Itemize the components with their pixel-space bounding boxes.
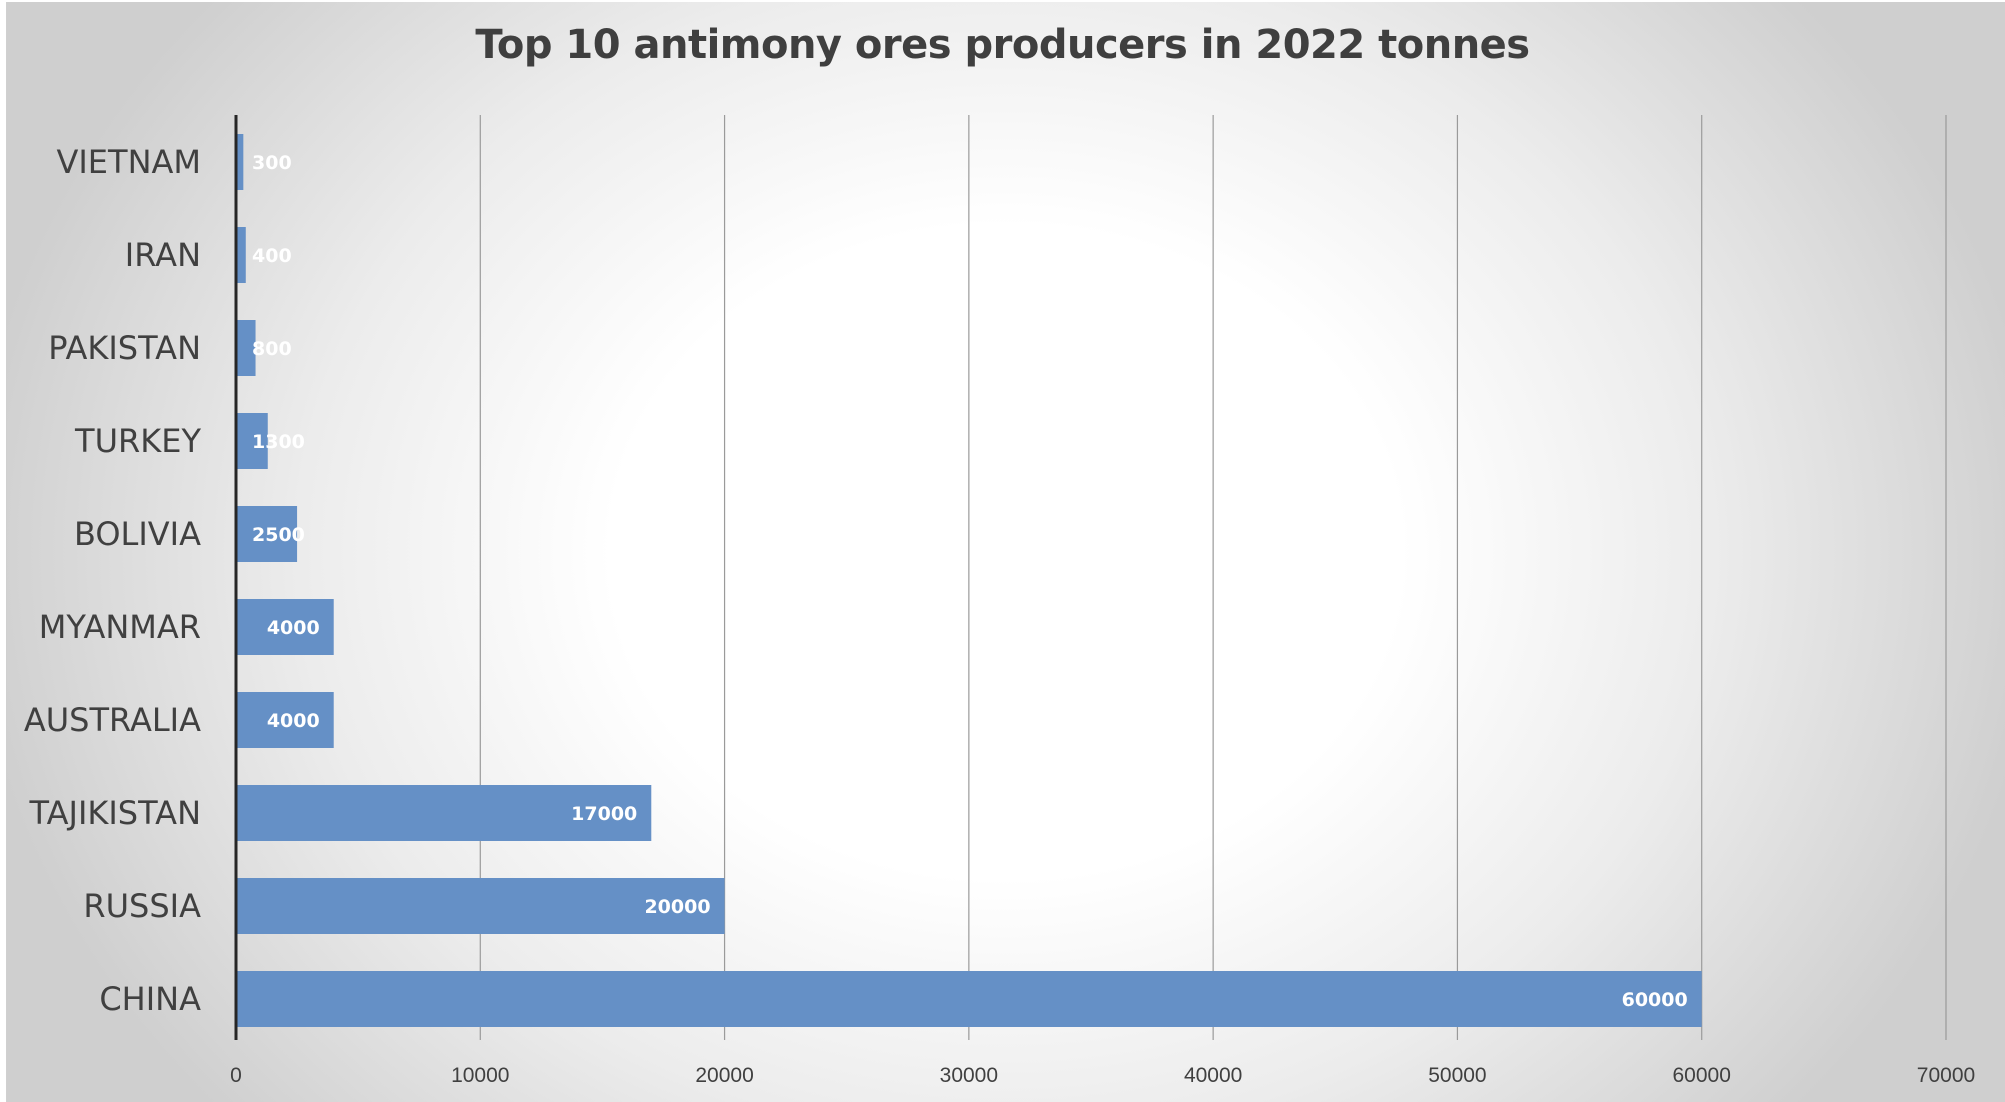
- bar: [236, 878, 725, 934]
- category-label: MYANMAR: [39, 608, 201, 646]
- labels: 0 10000 20000 30000 40000 50000 60000 70000 VIET…: [24, 143, 1975, 1087]
- data-label: 1300: [252, 431, 305, 453]
- x-tick-label: 10000: [451, 1064, 509, 1087]
- bar: [236, 692, 334, 748]
- data-label: 17000: [571, 803, 637, 825]
- bar: [236, 413, 268, 469]
- category-label: RUSSIA: [83, 887, 201, 925]
- data-label: 20000: [644, 896, 710, 918]
- x-tick-label: 40000: [1184, 1064, 1242, 1087]
- data-label: 4000: [267, 710, 320, 732]
- x-tick-label: 60000: [1673, 1064, 1731, 1087]
- bar: [236, 320, 256, 376]
- category-label: TURKEY: [74, 422, 201, 460]
- chart-title: Top 10 antimony ores producers in 2022 t…: [475, 22, 1530, 68]
- bar: [236, 506, 298, 562]
- x-tick-label: 0: [230, 1064, 242, 1087]
- data-label: 800: [252, 338, 292, 360]
- x-tick-label: 70000: [1917, 1064, 1975, 1087]
- category-label: VIETNAM: [56, 143, 201, 181]
- x-tick-label: 20000: [695, 1064, 753, 1087]
- data-label: 60000: [1622, 989, 1688, 1011]
- category-label: IRAN: [125, 236, 201, 274]
- data-label: 4000: [267, 617, 320, 639]
- data-label: 2500: [252, 524, 305, 546]
- x-tick-label: 30000: [940, 1064, 998, 1087]
- bar: [236, 134, 244, 190]
- bar: [236, 971, 1702, 1027]
- category-label: PAKISTAN: [48, 329, 201, 367]
- bar: [236, 227, 246, 283]
- bar: [236, 599, 334, 655]
- data-label: 400: [252, 245, 292, 267]
- bars: [236, 134, 1702, 1027]
- data-label: 300: [252, 152, 292, 174]
- category-label: CHINA: [99, 980, 201, 1018]
- bar: [236, 785, 652, 841]
- category-label: BOLIVIA: [74, 515, 201, 553]
- gridlines: [479, 115, 1947, 1040]
- x-tick-label: 50000: [1428, 1064, 1486, 1087]
- category-label: AUSTRALIA: [24, 701, 201, 739]
- category-label: TAJIKISTAN: [29, 794, 201, 832]
